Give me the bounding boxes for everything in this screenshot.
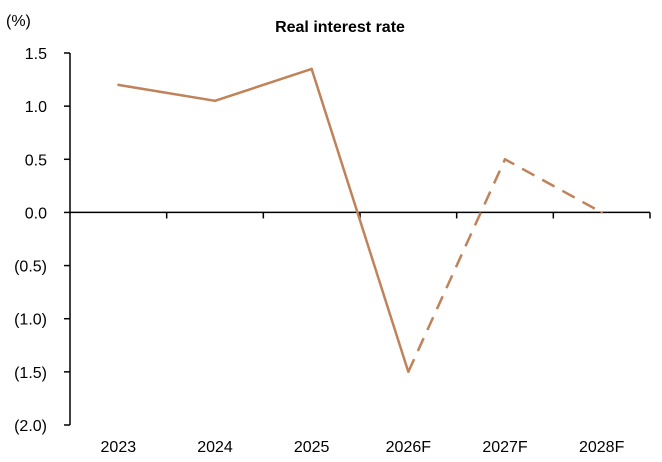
series-line-forecast: [407, 158, 603, 373]
y-tick-label: 1.0: [25, 99, 47, 116]
data-point-2025: [310, 67, 313, 71]
data-point-2024: [213, 99, 217, 103]
x-tick-label: 2026F: [386, 439, 432, 456]
chart-title: Real interest rate: [275, 19, 405, 36]
y-tick-label: (1.5): [14, 365, 47, 382]
y-ticks: 1.5 1.0 0.5 0.0 (0.5) (1.0) (1.5) (2.0): [14, 46, 70, 435]
y-tick-label: 0.0: [25, 205, 47, 222]
x-tick-label: 2025: [294, 439, 330, 456]
series-line-actual: [118, 67, 410, 373]
data-point-2023: [117, 83, 120, 87]
y-tick-label: 0.5: [25, 152, 47, 169]
x-ticks: 2023 2024 2025 2026F 2027F 2028F: [101, 212, 651, 456]
y-tick-label: (0.5): [14, 259, 47, 276]
y-tick-label: 1.5: [25, 46, 47, 63]
series-group: [117, 67, 603, 374]
y-tick-label: (2.0): [14, 418, 47, 435]
x-tick-label: 2024: [197, 439, 233, 456]
y-tick-label: (1.0): [14, 312, 47, 329]
y-unit-label: (%): [6, 13, 31, 30]
x-tick-label: 2027F: [482, 439, 528, 456]
x-tick-label: 2023: [101, 439, 137, 456]
data-point-2027f: [503, 158, 507, 161]
data-point-2026f: [407, 370, 410, 374]
data-point-2028f: [600, 211, 603, 214]
x-tick-label: 2028F: [579, 439, 625, 456]
